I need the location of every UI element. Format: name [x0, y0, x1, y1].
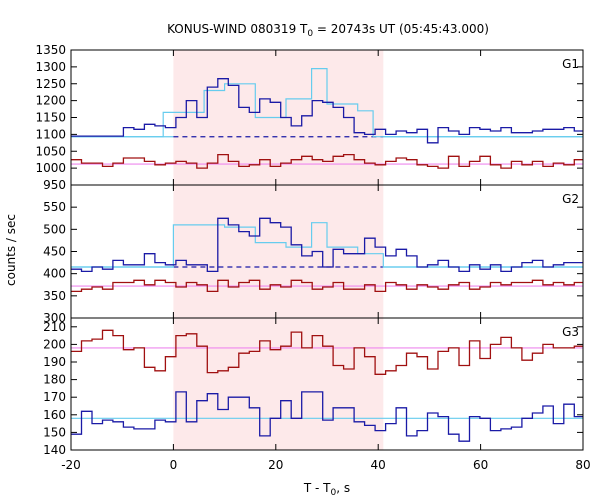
chart-title-rest: = 20743s UT (05:45:43.000)	[313, 22, 489, 36]
chart-title-main: KONUS-WIND 080319 T	[167, 22, 308, 36]
y-tick-label: 1050	[35, 144, 66, 158]
burst-interval-highlight	[173, 318, 384, 450]
x-axis-label: T - T0, s	[303, 481, 350, 498]
y-tick-label: 190	[43, 355, 66, 369]
upper-count-histogram	[71, 391, 583, 442]
y-tick-label: 150	[43, 425, 66, 439]
y-tick-label: 1000	[35, 161, 66, 175]
y-tick-label: 160	[43, 408, 66, 422]
panel-g2: 300 350 400 450 500 550 G2	[43, 184, 584, 325]
chart-title-subscript: 0	[307, 29, 313, 39]
y-tick-label: 950	[43, 178, 66, 192]
y-axis-label: counts / sec	[4, 214, 18, 286]
x-axis-label-subscript: 0	[331, 488, 337, 498]
panel-frame	[70, 317, 584, 451]
x-tick-label: 20	[268, 458, 283, 472]
x-tick-label: 80	[575, 458, 590, 472]
panel-label: G3	[562, 325, 579, 339]
y-tick-label: 1300	[35, 60, 66, 74]
panel-label: G2	[562, 192, 579, 206]
y-tick-label: 140	[43, 443, 66, 457]
x-tick-label: -20	[61, 458, 81, 472]
y-tick-label: 200	[43, 337, 66, 351]
y-tick-label: 210	[43, 320, 66, 334]
lower-count-histogram	[71, 329, 583, 375]
panel-label: G1	[562, 57, 579, 71]
y-tick-label: 1150	[35, 111, 66, 125]
chart-title: KONUS-WIND 080319 T0 = 20743s UT (05:45:…	[167, 22, 489, 39]
y-tick-label: 550	[43, 200, 66, 214]
x-axis-label-main: T - T	[303, 481, 331, 495]
x-axis-label-rest: , s	[336, 481, 350, 495]
lower-count-histogram	[71, 153, 583, 169]
y-tick-label: 170	[43, 390, 66, 404]
lower-count-histogram	[71, 279, 583, 293]
upper-count-histogram	[71, 78, 583, 144]
x-tick-label: 60	[473, 458, 488, 472]
upper-count-histogram	[71, 217, 583, 273]
x-tick-label: 0	[170, 458, 178, 472]
plot-panels: 950 1000 1050 1100 1150 1200 1250 1300 1350 G1 300…	[35, 43, 590, 472]
y-tick-label: 1200	[35, 94, 66, 108]
y-tick-label: 400	[43, 267, 66, 281]
panel-g1: 950 1000 1050 1100 1150 1200 1250 1300 1350 G1	[35, 43, 584, 192]
y-tick-label: 300	[43, 311, 66, 325]
y-tick-label: 500	[43, 222, 66, 236]
y-tick-label: 1100	[35, 127, 66, 141]
y-tick-label: 1350	[35, 43, 66, 57]
y-tick-label: 1250	[35, 77, 66, 91]
upper-fit-step-curve	[71, 68, 583, 138]
x-tick-label: 40	[371, 458, 386, 472]
y-tick-label: 450	[43, 245, 66, 259]
panel-g3: 140 150 160 170 180 190 200 210 G3	[43, 317, 584, 457]
y-tick-label: 350	[43, 289, 66, 303]
burst-interval-highlight	[173, 185, 384, 318]
y-tick-label: 180	[43, 373, 66, 387]
